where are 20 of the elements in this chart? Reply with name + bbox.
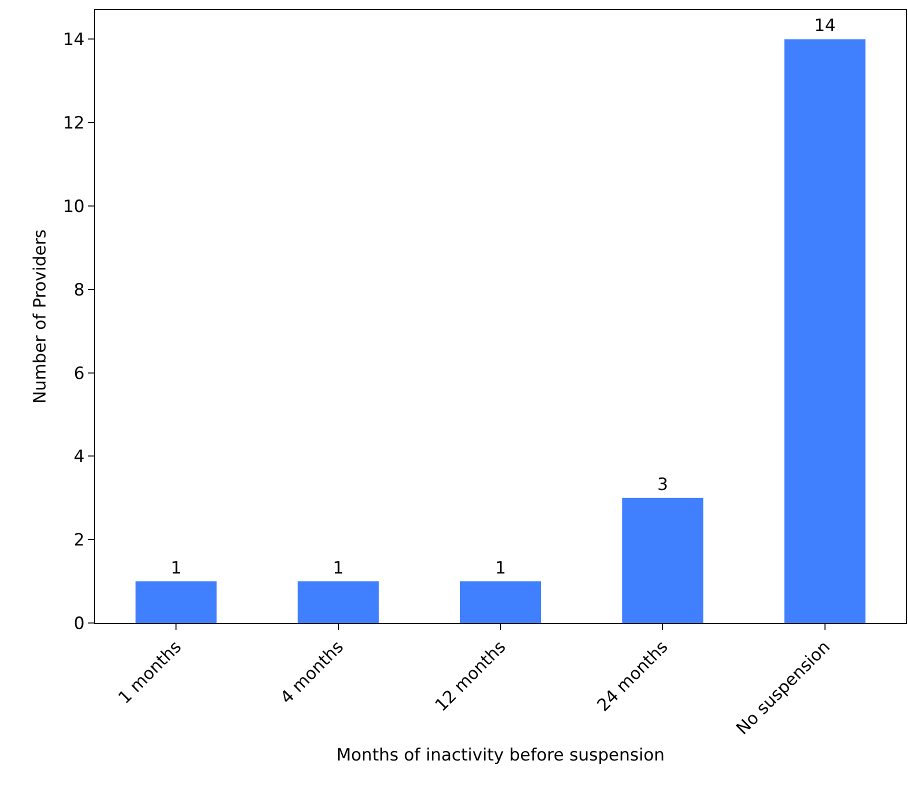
data-label: 1 (332, 558, 344, 578)
bar (460, 581, 542, 623)
data-label: 3 (657, 474, 668, 495)
bar (784, 39, 866, 623)
y-tick-label: 10 (62, 196, 85, 217)
y-tick-label: 12 (62, 114, 85, 134)
bar (298, 581, 379, 623)
y-tick-label: 4 (74, 447, 85, 468)
bar (136, 581, 217, 623)
bar (622, 498, 704, 623)
y-tick-label: 8 (74, 280, 85, 300)
y-tick-label: 6 (74, 364, 85, 384)
y-tick-label: 14 (62, 30, 85, 50)
y-tick-label: 0 (74, 614, 85, 634)
y-axis-title: Number of Providers (30, 229, 51, 404)
data-label: 1 (170, 558, 182, 578)
data-label: 14 (814, 16, 836, 36)
x-axis-title: Months of inactivity before suspension (336, 745, 665, 766)
y-tick-label: 2 (74, 530, 85, 551)
data-label: 1 (495, 558, 506, 578)
